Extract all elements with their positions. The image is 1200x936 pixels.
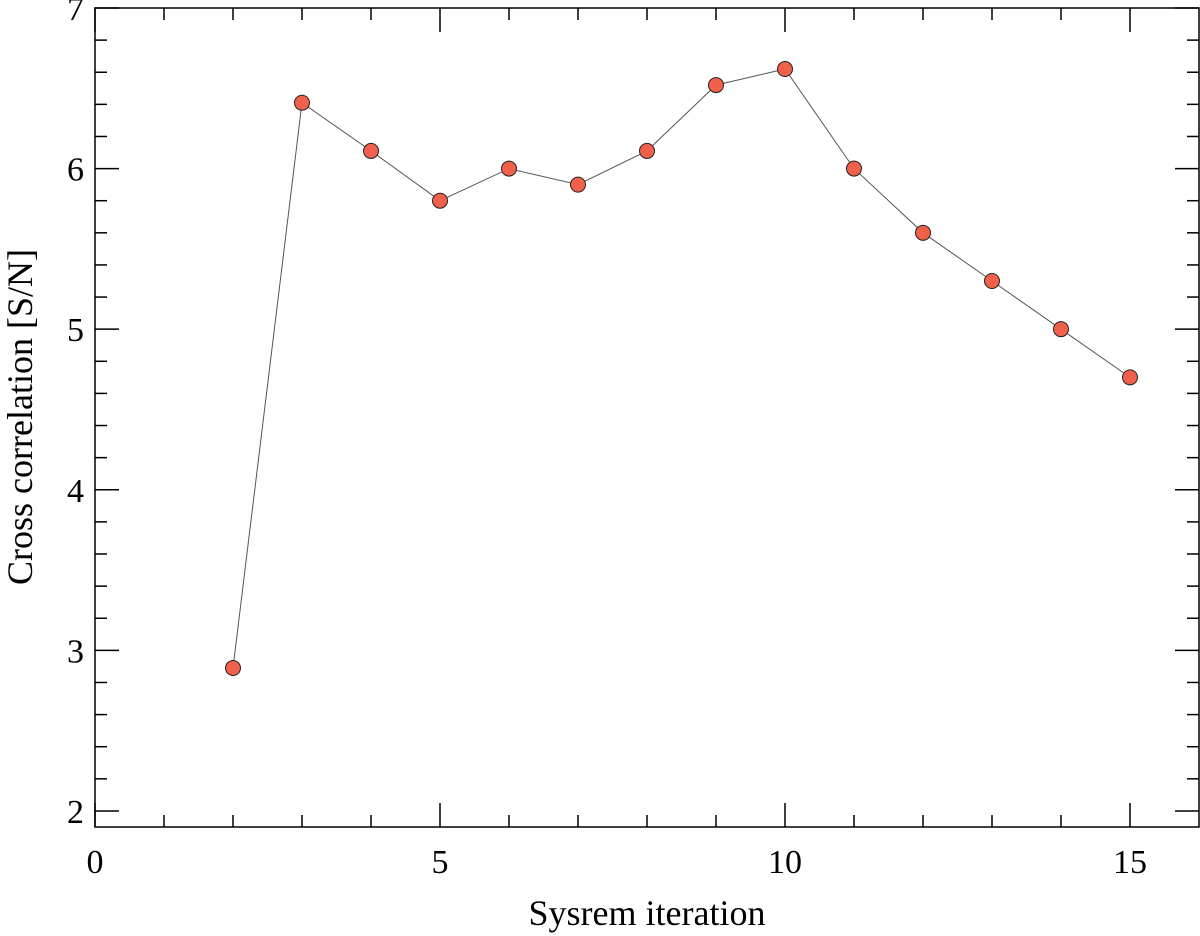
axis-tick-labels: 0 5 10 15 2 3 4 5 6 7	[67, 0, 1147, 881]
y-tick-label: 3	[67, 633, 84, 670]
data-point	[225, 660, 241, 677]
data-point	[432, 192, 448, 209]
data-point	[363, 142, 379, 159]
y-tick-label: 6	[67, 152, 84, 189]
data-point	[846, 160, 862, 177]
y-axis-title: Cross correlation [S/N]	[0, 249, 40, 585]
data-point	[639, 142, 655, 159]
data-point	[708, 77, 724, 94]
y-tick-label: 2	[67, 794, 84, 831]
y-tick-label: 5	[67, 312, 84, 349]
data-points	[225, 61, 1138, 677]
x-tick-label: 5	[432, 844, 449, 881]
x-axis-title: Sysrem iteration	[529, 893, 766, 933]
data-point	[501, 160, 517, 177]
series-line	[232, 68, 1131, 669]
data-point	[1053, 321, 1069, 338]
y-tick-label: 4	[67, 473, 84, 510]
data-point	[570, 176, 586, 193]
data-point	[1122, 369, 1138, 386]
x-tick-label: 10	[768, 844, 802, 881]
axis-ticks	[94, 7, 1199, 827]
x-tick-label: 0	[87, 844, 104, 881]
data-point	[915, 224, 931, 241]
data-point	[294, 94, 310, 111]
x-tick-label: 15	[1113, 844, 1147, 881]
plot-frame	[94, 7, 1200, 828]
y-tick-label: 7	[67, 0, 84, 28]
data-point	[777, 61, 793, 78]
data-point	[984, 273, 1000, 289]
